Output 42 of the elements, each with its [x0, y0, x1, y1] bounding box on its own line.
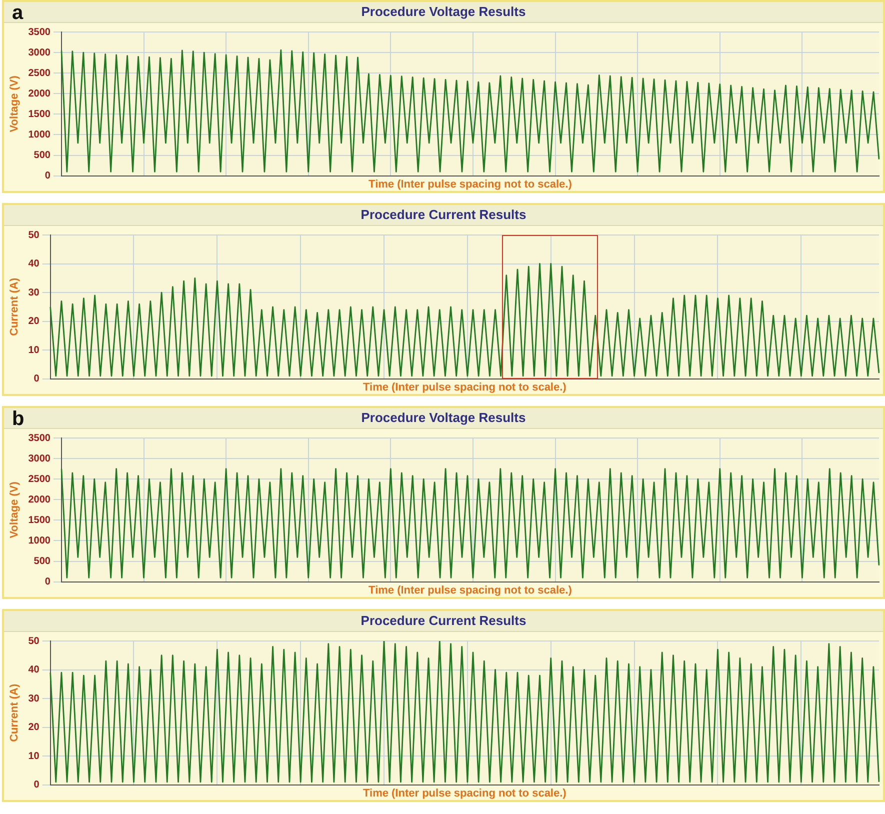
y-axis-title: Voltage (V): [8, 75, 21, 132]
y-tick-label: 2500: [28, 474, 51, 485]
x-axis-title: Time (Inter pulse spacing not to scale.): [362, 381, 567, 394]
y-tick-label: 10: [28, 750, 40, 762]
y-tick-label: 0: [34, 374, 40, 385]
chart-title: Procedure Voltage Results: [361, 410, 526, 425]
y-tick-label: 1500: [28, 108, 51, 120]
y-tick-label: 3000: [28, 47, 51, 58]
y-tick-label: 20: [28, 722, 40, 734]
y-tick-label: 2500: [28, 68, 51, 79]
y-tick-label: 20: [28, 316, 40, 328]
y-tick-label: 40: [28, 258, 40, 270]
y-tick-label: 2000: [28, 88, 51, 100]
y-tick-label: 3500: [28, 26, 51, 38]
x-axis-title: Time (Inter pulse spacing not to scale.): [368, 178, 572, 190]
text: b: [12, 408, 24, 431]
y-tick-label: 30: [28, 287, 40, 298]
text: a: [12, 2, 24, 25]
y-tick-label: 50: [28, 636, 40, 647]
chart-title: Procedure Current Results: [4, 611, 883, 632]
chart-title: Procedure Current Results: [4, 205, 883, 226]
y-tick-label: 1000: [28, 129, 51, 140]
x-axis-title: Time (Inter pulse spacing not to scale.): [362, 787, 567, 800]
y-axis-title: Current (A): [8, 684, 21, 742]
y-tick-label: 2000: [28, 494, 51, 506]
y-tick-label: 50: [28, 230, 40, 241]
x-axis-title: Time (Inter pulse spacing not to scale.): [368, 584, 572, 596]
y-tick-label: 1500: [28, 514, 51, 526]
y-tick-label: 0: [44, 170, 51, 182]
y-tick-label: 10: [28, 344, 40, 356]
y-tick-label: 1000: [28, 535, 51, 546]
y-tick-label: 30: [28, 693, 40, 704]
y-axis-title: Voltage (V): [8, 481, 21, 538]
y-tick-label: 0: [44, 576, 51, 588]
y-tick-label: 500: [34, 150, 51, 162]
y-tick-label: 0: [34, 780, 40, 791]
y-tick-label: 3500: [28, 432, 51, 444]
y-tick-label: 3000: [28, 453, 51, 464]
y-axis-title: Current (A): [8, 278, 21, 336]
y-tick-label: 40: [28, 664, 40, 676]
y-tick-label: 500: [34, 556, 51, 568]
chart-title: Procedure Voltage Results: [361, 4, 526, 19]
